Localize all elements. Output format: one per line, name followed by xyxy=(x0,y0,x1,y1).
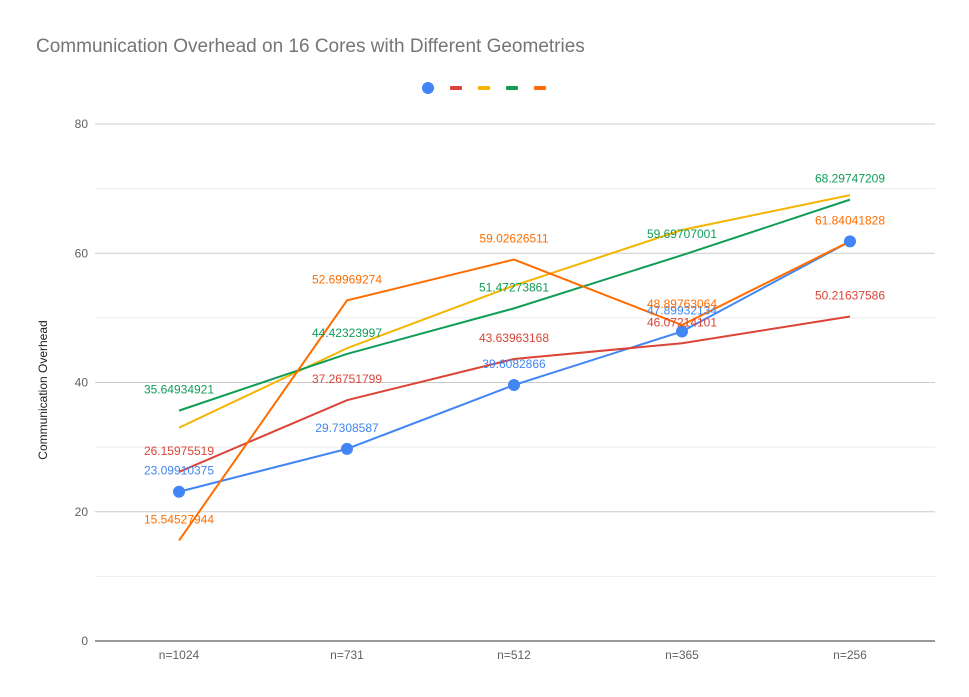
data-label: 35.64934921 xyxy=(144,383,214,397)
data-point xyxy=(676,325,688,338)
data-label: 50.21637586 xyxy=(815,288,885,302)
data-labels: 23.09910375 29.7308587 39.6082866 47.899321… xyxy=(144,172,885,527)
data-label: 37.26751799 xyxy=(312,372,382,386)
data-label: 43.63963168 xyxy=(479,331,549,345)
x-tick-label: n=731 xyxy=(330,648,364,662)
x-tick-label: n=512 xyxy=(497,648,531,662)
data-label: 44.42323997 xyxy=(312,326,382,340)
data-point xyxy=(173,485,185,498)
data-point xyxy=(341,442,353,455)
data-label: 51.47273861 xyxy=(479,280,549,294)
chart-title: Communication Overhead on 16 Cores with … xyxy=(36,36,585,57)
data-label: 61.84041828 xyxy=(815,213,885,227)
series-line xyxy=(178,240,851,542)
data-point xyxy=(844,235,856,248)
y-axis-label: Communication Overhead xyxy=(36,320,50,459)
data-label: 47.89932134 xyxy=(647,303,717,317)
legend xyxy=(422,82,546,94)
legend-swatch xyxy=(450,86,462,90)
data-label: 68.29747209 xyxy=(815,172,885,186)
series-line xyxy=(178,194,851,429)
y-tick-label: 40 xyxy=(75,376,89,390)
series-line xyxy=(178,315,851,473)
x-axis-ticks: n=1024 n=731 n=512 n=365 n=256 xyxy=(159,648,867,662)
data-label: 15.54527944 xyxy=(144,513,214,527)
series-line xyxy=(178,198,851,412)
data-label: 59.69707001 xyxy=(647,227,717,241)
data-label: 26.15975519 xyxy=(144,444,214,458)
data-label: 52.69969274 xyxy=(312,272,382,286)
x-tick-label: n=1024 xyxy=(159,648,200,662)
legend-swatch xyxy=(506,86,518,90)
legend-swatch xyxy=(422,82,434,94)
y-tick-label: 20 xyxy=(75,505,89,519)
data-label: 39.6082866 xyxy=(482,357,546,371)
y-axis-ticks: 0 20 40 60 80 xyxy=(75,117,89,648)
y-tick-label: 0 xyxy=(81,634,88,648)
data-label: 23.09910375 xyxy=(144,464,214,478)
x-tick-label: n=365 xyxy=(665,648,699,662)
y-tick-label: 60 xyxy=(75,246,89,260)
series-markers xyxy=(173,235,856,498)
data-label: 48.89763064 xyxy=(647,297,717,311)
x-tick-label: n=256 xyxy=(833,648,867,662)
legend-swatch xyxy=(534,86,546,90)
data-label: 59.02626511 xyxy=(479,232,549,246)
y-tick-label: 80 xyxy=(75,117,89,131)
legend-swatch xyxy=(478,86,490,90)
data-point xyxy=(508,379,520,392)
data-label: 46.07214101 xyxy=(647,315,717,329)
data-label: 29.7308587 xyxy=(315,421,379,435)
